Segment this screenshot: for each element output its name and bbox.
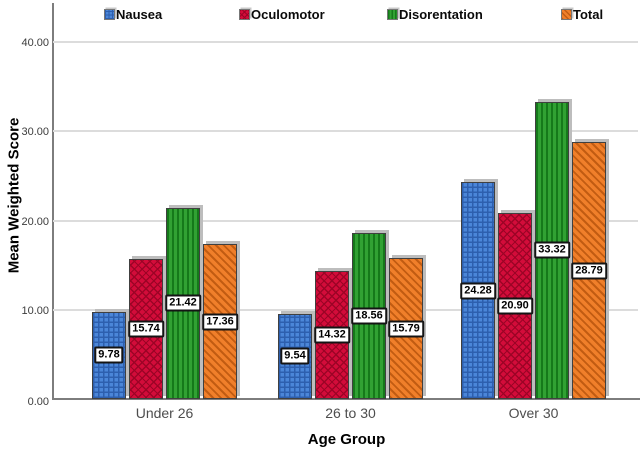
category-label-under-26: Under 26 [135,405,194,421]
y-tick-label: 40.00 [21,37,49,50]
y-axis-line [52,3,54,400]
legend-label-disorentation: Disorentation [399,6,483,22]
legend-swatch-total-icon [561,8,572,20]
y-tick-label: 0.00 [27,396,49,408]
legend-swatch-oculomotor-icon [239,8,250,20]
legend-label-nausea: Nausea [116,6,163,22]
x-axis-title: Age Group [307,431,386,448]
gridline-30.00 [53,130,638,133]
legend-label-oculomotor: Oculomotor [251,6,325,22]
value-label-nausea-under-26: 9.78 [94,346,124,364]
value-label-disorentation-under-26: 21.42 [165,294,201,312]
value-label-nausea-26-to-30: 9.54 [280,347,310,365]
value-label-oculomotor-26-to-30: 14.32 [314,326,350,344]
value-label-total-26-to-30: 15.79 [388,320,424,338]
value-label-oculomotor-under-26: 15.74 [128,320,164,338]
value-label-oculomotor-over-30: 20.90 [497,297,533,315]
y-tick-label: 20.00 [21,215,49,228]
value-label-disorentation-over-30: 33.32 [534,241,570,259]
legend-item-disorentation: Disorentation [387,6,483,22]
legend-item-total: Total [561,6,603,22]
value-label-total-over-30: 28.79 [571,262,607,280]
legend-label-total: Total [573,6,604,22]
value-label-total-under-26: 17.36 [202,313,238,331]
category-label-26-to-30: 26 to 30 [325,405,376,421]
legend-item-oculomotor: Oculomotor [239,6,325,22]
legend-item-nausea: Nausea [104,6,162,22]
y-tick-label: 10.00 [21,304,49,317]
legend-swatch-disorentation-icon [387,8,398,20]
legend-swatch-nausea-icon [104,8,115,20]
gridline-40.00 [53,41,638,44]
value-label-disorentation-26-to-30: 18.56 [351,307,387,325]
gridline-20.00 [53,219,638,222]
value-label-nausea-over-30: 24.28 [460,282,496,300]
category-label-over-30: Over 30 [508,405,559,421]
y-tick-label: 30.00 [21,126,49,139]
x-axis-line [52,398,640,400]
y-axis-title: Mean Weighted Score [5,117,23,274]
